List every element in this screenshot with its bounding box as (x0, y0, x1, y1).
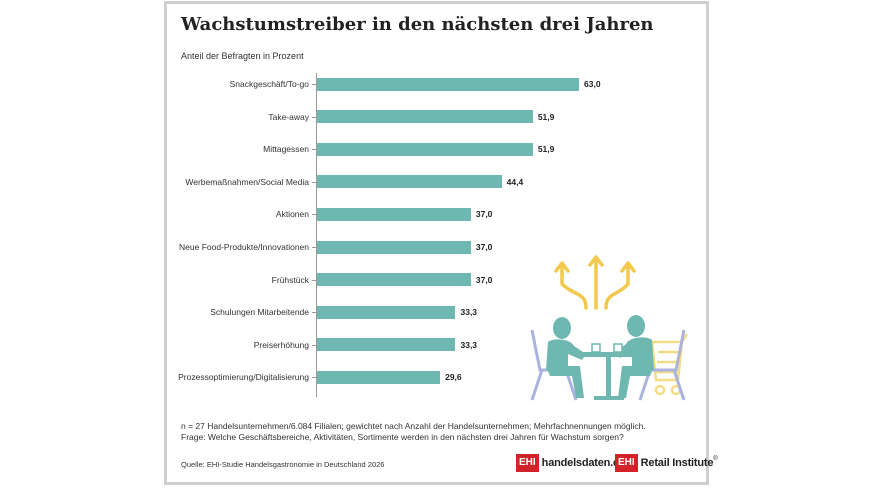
category-label: Prozessoptimierung/Digitalisierung (178, 372, 309, 383)
value-label: 33,3 (460, 339, 478, 350)
category-label: Werbemaßnahmen/Social Media (185, 176, 309, 187)
axis-tick (312, 312, 316, 313)
bar (317, 305, 456, 319)
category-axis-line (316, 73, 317, 397)
value-label: 51,9 (537, 144, 555, 155)
value-label: 33,3 (460, 307, 478, 318)
axis-tick (312, 214, 316, 215)
axis-tick (312, 345, 316, 346)
value-label: 37,0 (475, 242, 493, 252)
growth-arrows-icon (554, 255, 636, 310)
axis-tick (312, 280, 316, 281)
axis-tick (312, 84, 316, 85)
category-label: Frühstück (271, 274, 309, 285)
shopping-cart-icon (650, 333, 689, 396)
bar (317, 175, 502, 189)
axis-tick (312, 149, 316, 150)
question-note: Frage: Welche Geschäftsbereiche, Aktivit… (181, 432, 624, 442)
value-label: 44,4 (506, 176, 524, 187)
handelsdaten-logo: EHI handelsdaten.de (516, 453, 626, 473)
people-dining-growth-illustration (530, 255, 689, 401)
value-label: 37,0 (475, 274, 493, 285)
handelsdaten-text: handelsdaten.de (541, 457, 626, 469)
category-label: Snackgeschäft/To-go (229, 79, 309, 89)
bar (317, 338, 456, 352)
category-label: Mittagessen (263, 144, 309, 155)
value-label: 63,0 (584, 79, 601, 89)
bar (317, 207, 471, 221)
bar (317, 370, 441, 384)
bar (317, 240, 471, 254)
chart-subtitle: Anteil der Befragten in Prozent (181, 51, 304, 61)
registered-mark: ® (713, 456, 718, 462)
ehi-mark: EHI (615, 454, 638, 472)
bar (317, 110, 533, 124)
ehi-mark: EHI (516, 454, 539, 472)
source-note: Quelle: EHI-Studie Handelsgastronomie in… (181, 460, 385, 469)
value-label: 37,0 (475, 209, 493, 220)
category-label: Preiserhöhung (253, 339, 309, 350)
category-label: Take-away (268, 111, 309, 122)
chart-title: Wachstumstreiber in den nächsten drei Ja… (181, 14, 654, 35)
axis-tick (312, 117, 316, 118)
methodology-note: n = 27 Handelsunternehmen/6.084 Filialen… (181, 421, 646, 431)
category-label: Aktionen (275, 209, 309, 220)
value-label: 29,6 (445, 372, 462, 383)
axis-tick (312, 182, 316, 183)
bar (317, 77, 579, 91)
cups-icon (591, 343, 623, 353)
table-icon (578, 352, 638, 400)
category-label: Schulungen Mitarbeitende (210, 307, 309, 318)
bar (317, 142, 533, 156)
axis-tick (312, 377, 316, 378)
bar (317, 273, 471, 287)
person-left-icon (546, 317, 586, 398)
value-label: 51,9 (537, 111, 555, 122)
person-right-icon (616, 315, 654, 398)
ehi-retail-institute-logo: EHI Retail Institute ® (615, 453, 718, 473)
retail-institute-text: Retail Institute (640, 457, 714, 469)
axis-tick (312, 247, 316, 248)
category-label: Neue Food-Produkte/Innovationen (179, 242, 309, 252)
